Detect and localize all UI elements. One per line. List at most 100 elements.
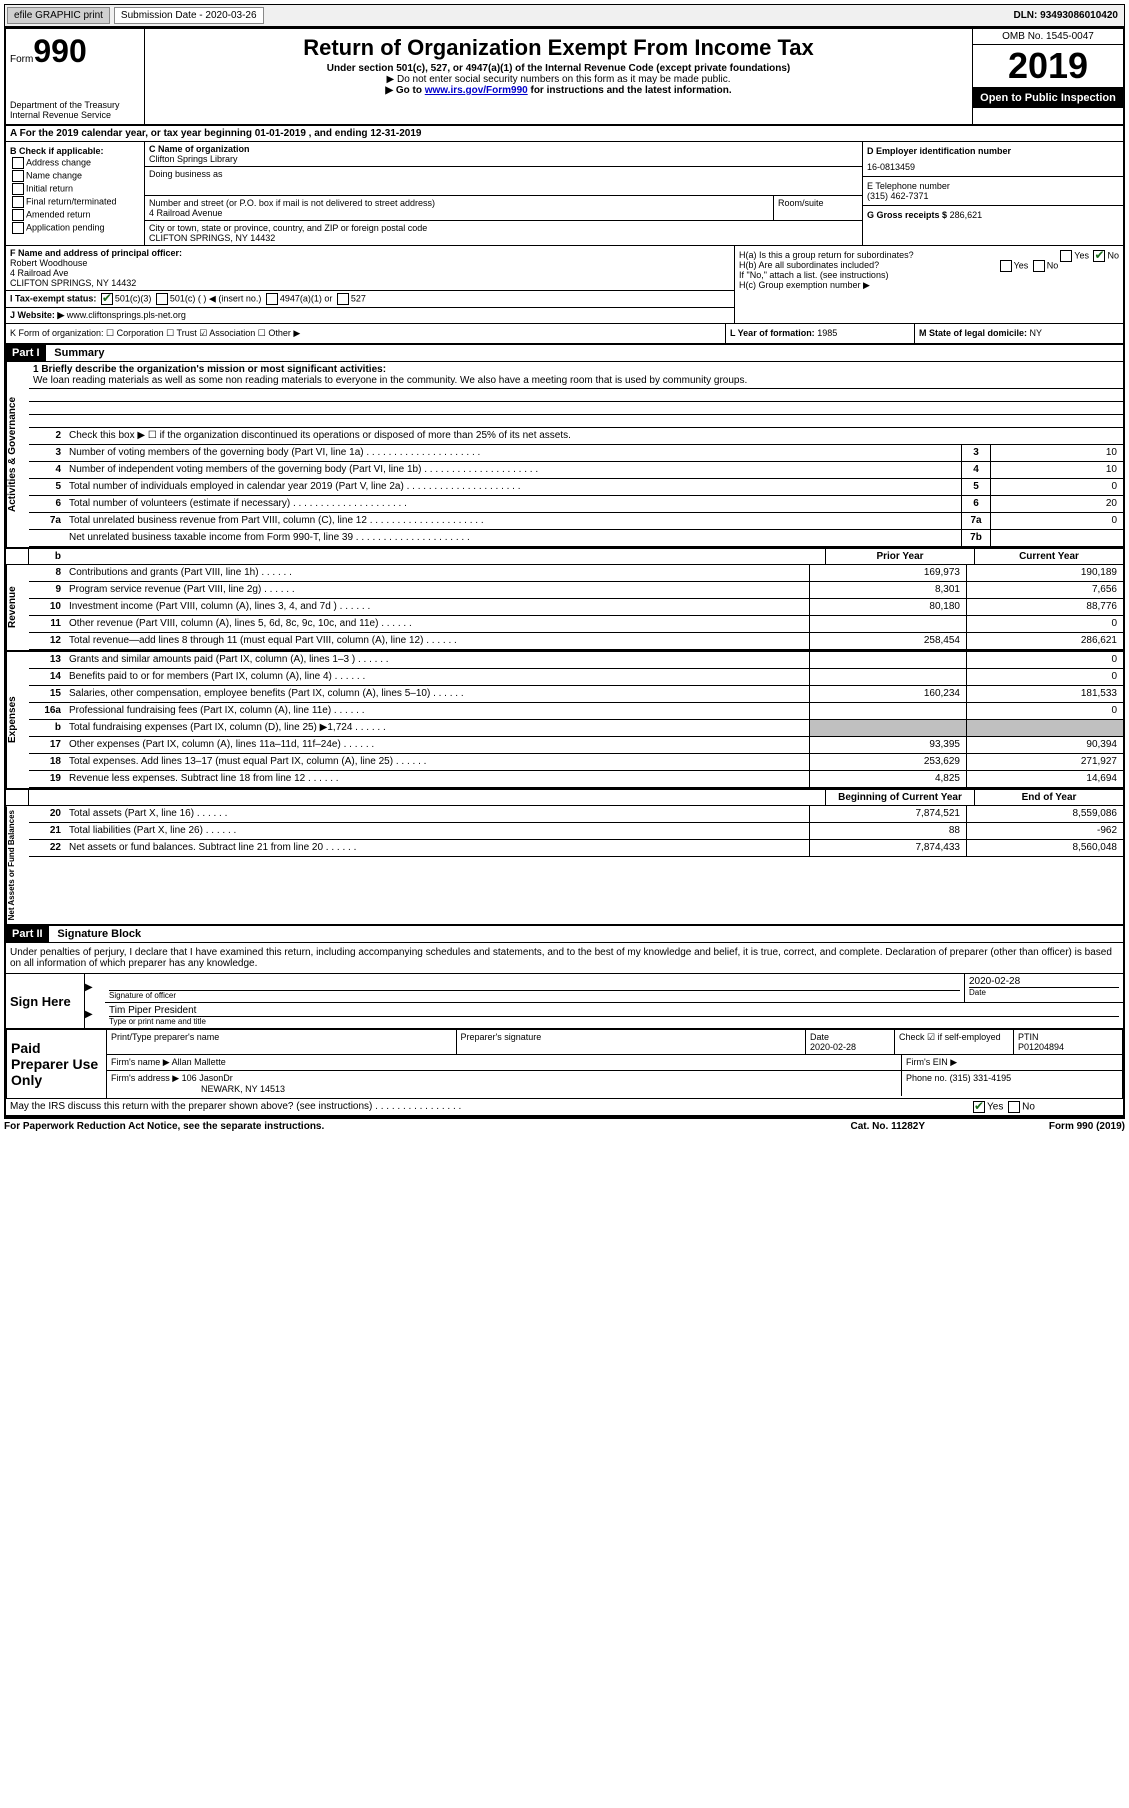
discuss-yes[interactable] — [973, 1101, 985, 1113]
firm-name: Allan Mallette — [172, 1057, 226, 1067]
firm-phone: (315) 331-4195 — [950, 1073, 1012, 1083]
arrow-icon: ▶ — [85, 982, 105, 993]
signer-name: Tim Piper President — [109, 1005, 1119, 1016]
ha-label: H(a) Is this a group return for subordin… — [739, 250, 914, 260]
firm-addr1: 106 JasonDr — [182, 1073, 233, 1083]
b-label: B Check if applicable: — [10, 146, 140, 156]
tax-year: 2019 — [973, 45, 1123, 88]
blank-line — [29, 415, 1123, 428]
blank-line — [29, 402, 1123, 415]
date-label: Date — [969, 987, 1119, 997]
sign-here-label: Sign Here — [6, 974, 85, 1028]
irs-link[interactable]: www.irs.gov/Form990 — [425, 85, 528, 96]
sig-officer-label: Signature of officer — [109, 990, 960, 1000]
end-year-header: End of Year — [974, 790, 1123, 805]
side-net-assets: Net Assets or Fund Balances — [6, 806, 29, 924]
dln: DLN: 93493086010420 — [1013, 10, 1122, 21]
officer-name: Robert Woodhouse — [10, 258, 730, 268]
form-subtitle: Under section 501(c), 527, or 4947(a)(1)… — [149, 63, 968, 74]
firm-addr2: NEWARK, NY 14513 — [201, 1084, 285, 1094]
side-expenses: Expenses — [6, 652, 29, 788]
city-label: City or town, state or province, country… — [149, 223, 858, 233]
row-b-label: b — [29, 549, 65, 564]
org-address: 4 Railroad Avenue — [149, 208, 769, 218]
discuss-text: May the IRS discuss this return with the… — [10, 1101, 372, 1112]
i-label: I Tax-exempt status: — [10, 293, 96, 303]
form-title: Return of Organization Exempt From Incom… — [149, 35, 968, 61]
begin-year-header: Beginning of Current Year — [825, 790, 974, 805]
officer-addr1: 4 Railroad Ave — [10, 268, 730, 278]
chk-name[interactable] — [12, 170, 24, 182]
current-year-header: Current Year — [974, 549, 1123, 564]
ha-yes[interactable] — [1060, 250, 1072, 262]
room-label: Room/suite — [774, 196, 862, 220]
penalties-text: Under penalties of perjury, I declare th… — [6, 943, 1123, 973]
year-formation: 1985 — [817, 328, 837, 338]
dba-label: Doing business as — [149, 169, 858, 179]
k-form-org: K Form of organization: ☐ Corporation ☐ … — [6, 324, 726, 343]
hc-label: H(c) Group exemption number ▶ — [739, 280, 1119, 291]
m-label: M State of legal domicile: — [919, 328, 1027, 338]
chk-501c3[interactable] — [101, 293, 113, 305]
section-klm: K Form of organization: ☐ Corporation ☐ … — [6, 324, 1123, 345]
side-revenue: Revenue — [6, 565, 29, 650]
chk-pending[interactable] — [12, 222, 24, 234]
chk-501c[interactable] — [156, 293, 168, 305]
part2-title: Signature Block — [51, 928, 141, 940]
mission-text: We loan reading materials as well as som… — [33, 375, 1119, 386]
top-bar: efile GRAPHIC print Submission Date - 20… — [4, 4, 1125, 27]
part2-header: Part II — [6, 926, 49, 942]
chk-amended[interactable] — [12, 209, 24, 221]
addr-label: Number and street (or P.O. box if mail i… — [149, 198, 769, 208]
j-label: J Website: ▶ — [10, 310, 64, 320]
chk-4947[interactable] — [266, 293, 278, 305]
chk-address[interactable] — [12, 157, 24, 169]
open-inspection: Open to Public Inspection — [973, 88, 1123, 108]
name-title-label: Type or print name and title — [109, 1016, 1119, 1026]
self-employed-check: Check ☑ if self-employed — [895, 1030, 1014, 1054]
note-ssn: ▶ Do not enter social security numbers o… — [149, 74, 968, 85]
form-label: Form — [10, 54, 33, 65]
dept-treasury: Department of the Treasury Internal Reve… — [10, 100, 140, 120]
website-value: www.cliftonsprings.pls-net.org — [67, 310, 186, 320]
efile-graphic-btn[interactable]: efile GRAPHIC print — [7, 7, 110, 24]
sign-date: 2020-02-28 — [969, 976, 1119, 987]
ptin-value: P01204894 — [1018, 1042, 1064, 1052]
section-c: C Name of organization Clifton Springs L… — [145, 142, 862, 245]
preparer-sig-label: Preparer's signature — [457, 1030, 807, 1054]
section-bcdeg: B Check if applicable: Address change Na… — [6, 142, 1123, 246]
section-deg: D Employer identification number 16-0813… — [862, 142, 1123, 245]
side-governance: Activities & Governance — [6, 362, 29, 547]
f-label: F Name and address of principal officer: — [10, 248, 730, 258]
hb-no[interactable] — [1033, 260, 1045, 272]
d-label: D Employer identification number — [867, 146, 1119, 156]
submission-date: Submission Date - 2020-03-26 — [114, 7, 264, 24]
paid-preparer-block: Paid Preparer Use Only Print/Type prepar… — [6, 1029, 1123, 1099]
arrow-icon: ▶ — [85, 1009, 105, 1020]
chk-527[interactable] — [337, 293, 349, 305]
phone-value: (315) 462-7371 — [867, 191, 1119, 201]
part1-header: Part I — [6, 345, 46, 361]
form-number: 990 — [33, 33, 86, 69]
officer-addr2: CLIFTON SPRINGS, NY 14432 — [10, 278, 730, 288]
row-a-tax-year: A For the 2019 calendar year, or tax yea… — [6, 126, 1123, 142]
ha-no[interactable] — [1093, 250, 1105, 262]
org-city: CLIFTON SPRINGS, NY 14432 — [149, 233, 858, 243]
l-label: L Year of formation: — [730, 328, 815, 338]
note-goto-post: for instructions and the latest informat… — [528, 85, 732, 96]
hb-yes[interactable] — [1000, 260, 1012, 272]
footer-left: For Paperwork Reduction Act Notice, see … — [4, 1121, 851, 1132]
chk-initial[interactable] — [12, 183, 24, 195]
section-b: B Check if applicable: Address change Na… — [6, 142, 145, 245]
e-label: E Telephone number — [867, 181, 1119, 191]
form-header: Form990 Department of the Treasury Inter… — [6, 29, 1123, 126]
hb-label: H(b) Are all subordinates included? — [739, 260, 879, 270]
part1-title: Summary — [48, 347, 104, 359]
discuss-no[interactable] — [1008, 1101, 1020, 1113]
prior-year-header: Prior Year — [825, 549, 974, 564]
chk-final[interactable] — [12, 196, 24, 208]
paid-preparer-label: Paid Preparer Use Only — [7, 1030, 107, 1098]
footer-mid: Cat. No. 11282Y — [851, 1121, 925, 1132]
c-name-label: C Name of organization — [149, 144, 858, 154]
g-label: G Gross receipts $ — [867, 210, 947, 220]
